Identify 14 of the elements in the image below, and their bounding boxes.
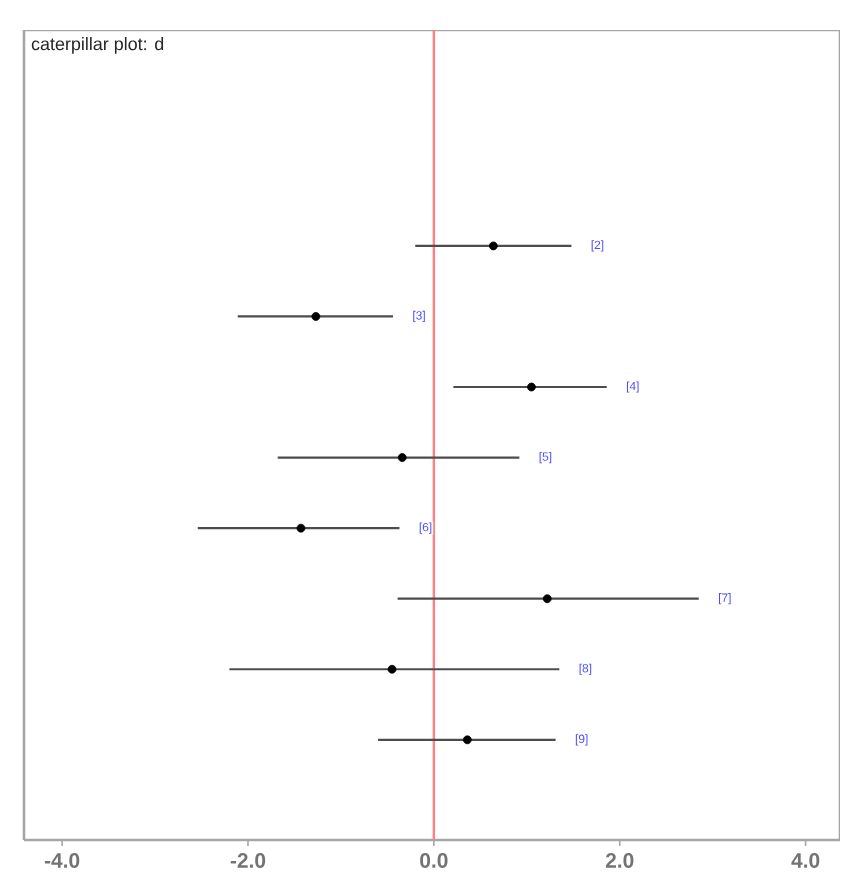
point bbox=[542, 594, 552, 604]
x-tick-label: 0.0 bbox=[420, 853, 448, 868]
point bbox=[527, 382, 536, 392]
x-tick-label: -4.0 bbox=[44, 853, 80, 868]
chart-title: caterpillar plot: d bbox=[31, 37, 164, 54]
point bbox=[311, 312, 321, 321]
point bbox=[387, 664, 397, 674]
point bbox=[397, 453, 407, 462]
point bbox=[488, 241, 498, 251]
point bbox=[462, 735, 472, 745]
x-tick-label: 2.0 bbox=[605, 853, 634, 868]
point bbox=[296, 523, 306, 533]
x-tick-label: -2.0 bbox=[230, 853, 266, 868]
x-tick-label: 4.0 bbox=[791, 853, 820, 868]
